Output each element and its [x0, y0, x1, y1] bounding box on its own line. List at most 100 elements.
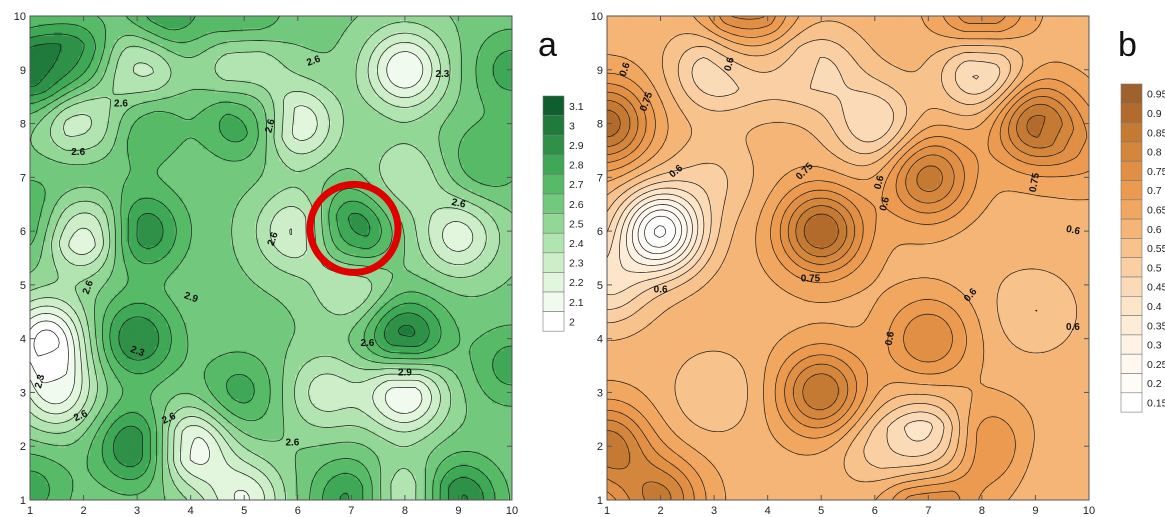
contour-cell: [391, 153, 397, 158]
contour-cell: [62, 44, 67, 49]
contour-cell: [118, 72, 123, 78]
contour-cell: [218, 20, 224, 25]
contour-cell: [174, 124, 180, 130]
contour-cell: [435, 149, 441, 154]
contour-cell: [491, 120, 497, 126]
contour-cell: [210, 76, 216, 82]
contour-cell: [138, 80, 144, 86]
contour-cell: [190, 153, 196, 158]
contour-cell: [142, 104, 148, 110]
contour-cell: [138, 32, 144, 37]
contour-cell: [190, 60, 196, 65]
contour-cell: [443, 177, 449, 182]
contour-cell: [439, 177, 445, 182]
contour-cell: [367, 20, 373, 25]
contour-cell: [323, 116, 328, 122]
contour-cell: [254, 108, 260, 114]
contour-cell: [98, 124, 103, 130]
contour-cell: [455, 48, 461, 53]
contour-cell: [383, 128, 389, 134]
contour-cell: [110, 137, 115, 142]
contour-cell: [343, 84, 348, 90]
contour-cell: [475, 165, 481, 170]
contour-cell: [162, 124, 168, 130]
contour-cell: [335, 64, 340, 70]
contour-cell: [210, 124, 216, 130]
contour-cell: [503, 16, 509, 21]
contour-cell: [363, 153, 368, 158]
contour-cell: [122, 64, 127, 70]
contour-cell: [182, 153, 188, 158]
contour-cell: [343, 68, 348, 74]
contour-cell: [431, 120, 437, 126]
contour-cell: [339, 48, 344, 53]
contour-cell: [142, 76, 148, 82]
contour-cell: [351, 56, 356, 61]
contour-cell: [174, 36, 180, 41]
contour-cell: [90, 104, 95, 110]
contour-cell: [62, 52, 67, 57]
contour-cell: [503, 64, 509, 70]
contour-cell: [467, 40, 473, 45]
contour-cell: [323, 96, 328, 102]
contour-cell: [399, 100, 405, 106]
contour-cell: [291, 32, 296, 37]
contour-cell: [443, 20, 449, 25]
contour-cell: [238, 177, 244, 182]
contour-cell: [315, 84, 320, 90]
contour-cell: [162, 100, 168, 106]
contour-cell: [407, 28, 413, 33]
contour-cell: [419, 80, 425, 86]
contour-cell: [42, 145, 47, 150]
contour-cell: [174, 104, 180, 110]
contour-cell: [134, 128, 140, 134]
contour-cell: [347, 44, 352, 49]
contour-cell: [66, 28, 71, 33]
contour-cell: [126, 68, 132, 74]
contour-cell: [363, 60, 368, 65]
contour-cell: [319, 36, 324, 41]
contour-cell: [90, 64, 95, 70]
contour-cell: [271, 84, 276, 90]
contour-cell: [295, 173, 300, 178]
contour-cell: [118, 128, 123, 134]
contour-cell: [375, 84, 381, 90]
contour-cell: [423, 104, 429, 110]
contour-cell: [42, 52, 47, 57]
contour-cell: [42, 20, 47, 25]
contour-cell: [323, 141, 328, 146]
contour-cell: [471, 76, 477, 82]
contour-cell: [431, 24, 437, 29]
contour-cell: [391, 137, 397, 142]
contour-cell: [275, 177, 280, 182]
contour-cell: [78, 28, 83, 33]
contour-cell: [90, 149, 95, 154]
contour-cell: [58, 56, 63, 61]
contour-cell: [206, 132, 212, 138]
contour-cell: [351, 60, 356, 65]
contour-cell: [214, 112, 220, 118]
contour-cell: [130, 169, 136, 174]
contour-cell: [90, 165, 95, 170]
contour-cell: [431, 116, 437, 122]
contour-cell: [114, 20, 119, 25]
contour-cell: [102, 80, 107, 86]
contour-cell: [82, 44, 87, 49]
contour-cell: [475, 149, 481, 154]
contour-cell: [463, 28, 469, 33]
contour-cell: [218, 96, 224, 102]
contour-cell: [70, 161, 75, 166]
contour-cell: [254, 88, 260, 94]
contour-cell: [250, 60, 256, 65]
contour-cell: [258, 141, 264, 146]
contour-cell: [110, 169, 115, 174]
contour-cell: [238, 128, 244, 134]
contour-cell: [271, 76, 276, 82]
contour-cell: [375, 112, 381, 118]
contour-cell: [467, 165, 473, 170]
contour-cell: [34, 132, 39, 138]
contour-cell: [178, 169, 184, 174]
contour-cell: [106, 48, 111, 53]
contour-cell: [254, 52, 260, 57]
contour-cell: [359, 141, 364, 146]
